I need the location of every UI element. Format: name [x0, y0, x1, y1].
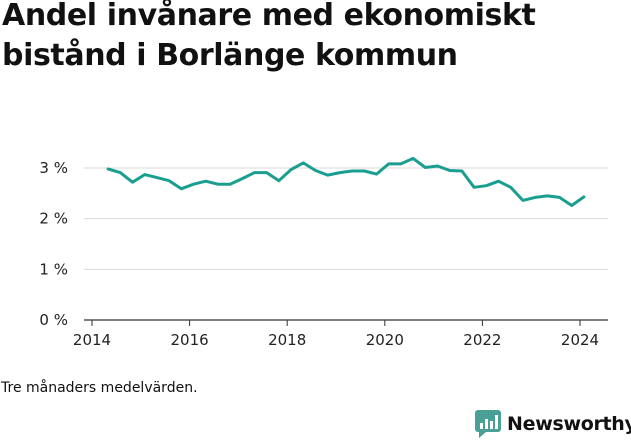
- x-tick-label: 2014: [73, 331, 111, 349]
- x-tick-label: 2022: [463, 331, 501, 349]
- chart-caption: Tre månaders medelvärden.: [1, 380, 198, 396]
- brand-name: Newsworthy: [507, 413, 631, 435]
- x-tick-label: 2016: [171, 331, 209, 349]
- x-tick-label: 2024: [561, 331, 599, 349]
- bar-chart-logo-icon: [475, 410, 501, 438]
- newsworthy-logo: Newsworthy: [475, 408, 631, 440]
- y-tick-label: 1 %: [39, 260, 68, 278]
- chart-title: Andel invånare med ekonomiskt bistånd i …: [2, 0, 536, 73]
- y-tick-label: 0 %: [39, 311, 68, 329]
- series-line: [106, 156, 586, 207]
- x-tick-label: 2018: [268, 331, 306, 349]
- y-tick-label: 2 %: [39, 210, 68, 228]
- y-tick-label: 3 %: [39, 159, 68, 177]
- x-tick-label: 2020: [366, 331, 404, 349]
